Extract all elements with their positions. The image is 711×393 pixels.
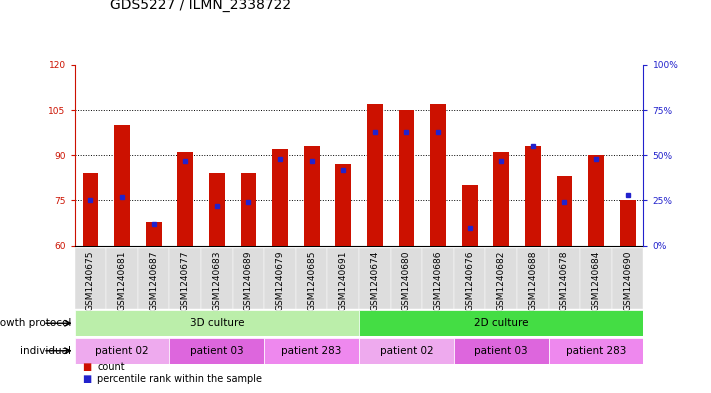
Text: GSM1240680: GSM1240680 (402, 251, 411, 311)
Bar (82, 173, 98, 246)
Bar (422, 248, 454, 309)
Bar (399, 110, 415, 246)
Bar (557, 176, 572, 246)
Bar (517, 248, 549, 309)
Bar (201, 248, 232, 309)
Text: GSM1240683: GSM1240683 (213, 251, 221, 311)
Text: GSM1240689: GSM1240689 (244, 251, 253, 311)
Bar (461, 185, 478, 246)
Bar (264, 338, 359, 364)
Text: GSM1240682: GSM1240682 (497, 251, 506, 311)
Bar (525, 146, 541, 246)
Bar (169, 338, 264, 364)
Text: GSM1240677: GSM1240677 (181, 251, 190, 311)
Text: GSM1240676: GSM1240676 (465, 251, 474, 311)
Bar (209, 173, 225, 246)
Text: GSM1240688: GSM1240688 (528, 251, 538, 311)
Bar (580, 248, 612, 309)
Bar (336, 164, 351, 246)
Bar (549, 338, 643, 364)
Text: percentile rank within the sample: percentile rank within the sample (97, 374, 262, 384)
Bar (232, 248, 264, 309)
Bar (454, 248, 486, 309)
Bar (169, 248, 201, 309)
Bar (296, 248, 328, 309)
Text: patient 283: patient 283 (282, 346, 342, 356)
Bar (390, 248, 422, 309)
Bar (454, 338, 549, 364)
Text: GSM1240674: GSM1240674 (370, 251, 380, 311)
Bar (493, 152, 509, 246)
Text: ■: ■ (82, 362, 91, 373)
Text: growth protocol: growth protocol (0, 318, 71, 328)
Bar (75, 338, 169, 364)
Text: GSM1240691: GSM1240691 (338, 251, 348, 311)
Text: GSM1240675: GSM1240675 (86, 251, 95, 311)
Text: GSM1240678: GSM1240678 (560, 251, 569, 311)
Bar (75, 248, 106, 309)
Text: 2D culture: 2D culture (474, 318, 528, 328)
Text: GSM1240684: GSM1240684 (592, 251, 601, 311)
Text: GDS5227 / ILMN_2338722: GDS5227 / ILMN_2338722 (110, 0, 292, 12)
Bar (146, 222, 161, 246)
Text: patient 283: patient 283 (566, 346, 626, 356)
Bar (240, 173, 257, 246)
Text: individual: individual (20, 346, 71, 356)
Text: GSM1240679: GSM1240679 (276, 251, 284, 311)
Text: patient 02: patient 02 (95, 346, 149, 356)
Bar (272, 149, 288, 246)
Bar (138, 248, 169, 309)
Text: GSM1240690: GSM1240690 (623, 251, 632, 311)
Bar (304, 146, 319, 246)
Bar (359, 310, 643, 336)
Text: patient 03: patient 03 (474, 346, 528, 356)
Bar (549, 248, 580, 309)
Bar (264, 248, 296, 309)
Bar (620, 200, 636, 246)
Text: count: count (97, 362, 125, 373)
Text: GSM1240681: GSM1240681 (117, 251, 127, 311)
Bar (486, 248, 517, 309)
Text: GSM1240687: GSM1240687 (149, 251, 158, 311)
Bar (612, 248, 643, 309)
Bar (328, 248, 359, 309)
Bar (106, 248, 138, 309)
Bar (367, 104, 383, 246)
Bar (177, 152, 193, 246)
Bar (75, 310, 359, 336)
Text: GSM1240686: GSM1240686 (434, 251, 442, 311)
Text: 3D culture: 3D culture (190, 318, 244, 328)
Bar (114, 125, 130, 246)
Text: patient 02: patient 02 (380, 346, 433, 356)
Bar (588, 155, 604, 246)
Bar (359, 248, 390, 309)
Bar (359, 338, 454, 364)
Bar (430, 104, 446, 246)
Text: GSM1240685: GSM1240685 (307, 251, 316, 311)
Text: ■: ■ (82, 374, 91, 384)
Text: patient 03: patient 03 (190, 346, 244, 356)
